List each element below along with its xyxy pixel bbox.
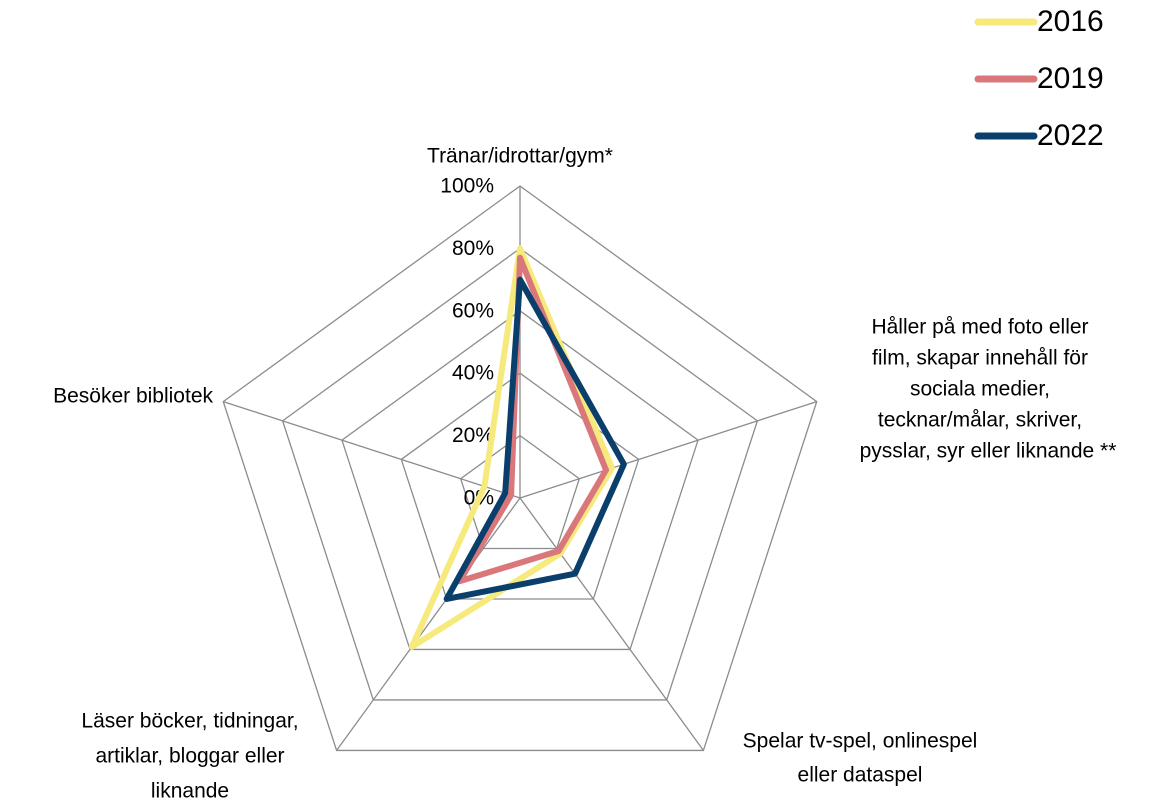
spoke xyxy=(519,400,817,499)
category-label: Läser böcker, tidningar, xyxy=(81,710,298,733)
y-tick-label: 80% xyxy=(452,237,494,260)
category-label: Tränar/idrottar/gym* xyxy=(427,145,613,168)
spoke xyxy=(223,400,521,499)
grid-ring xyxy=(459,434,581,550)
category-label: film, skapar innehåll för xyxy=(872,347,1088,370)
category-label: eller dataspel xyxy=(798,764,923,787)
series-line xyxy=(443,276,627,602)
y-tick-label: 20% xyxy=(452,424,494,447)
legend-label: 2016 xyxy=(1037,5,1104,38)
series-line xyxy=(456,254,610,585)
series-line xyxy=(408,245,615,650)
category-label: artiklar, bloggar eller xyxy=(95,745,284,768)
category-label: Besöker bibliotek xyxy=(53,385,213,408)
category-label: liknande xyxy=(151,780,229,803)
spoke xyxy=(336,497,521,751)
y-tick-label: 40% xyxy=(452,362,494,385)
legend-label: 2022 xyxy=(1037,119,1104,152)
category-label: sociala medier, xyxy=(910,378,1050,401)
legend-label: 2019 xyxy=(1037,62,1104,95)
category-label: pysslar, syr eller liknande ** xyxy=(860,440,1117,463)
grid-ring xyxy=(341,309,699,651)
grid-ring xyxy=(222,185,818,752)
grid-ring xyxy=(400,372,640,600)
y-tick-label: 100% xyxy=(440,175,494,198)
grid-ring xyxy=(281,247,759,701)
category-label: tecknar/målar, skriver, xyxy=(878,409,1082,432)
y-tick-label: 60% xyxy=(452,299,494,322)
category-label: Håller på med foto eller xyxy=(871,316,1088,339)
category-label: Spelar tv-spel, onlinespel xyxy=(743,730,978,753)
spoke xyxy=(519,497,704,751)
